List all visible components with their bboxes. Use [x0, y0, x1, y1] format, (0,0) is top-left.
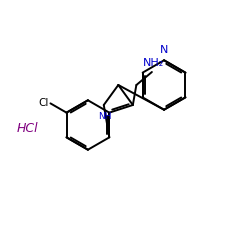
Text: NH: NH	[98, 112, 112, 121]
Text: NH₂: NH₂	[142, 58, 164, 68]
Text: Cl: Cl	[38, 98, 48, 108]
Text: HCl: HCl	[16, 122, 38, 135]
Text: N: N	[160, 45, 168, 55]
